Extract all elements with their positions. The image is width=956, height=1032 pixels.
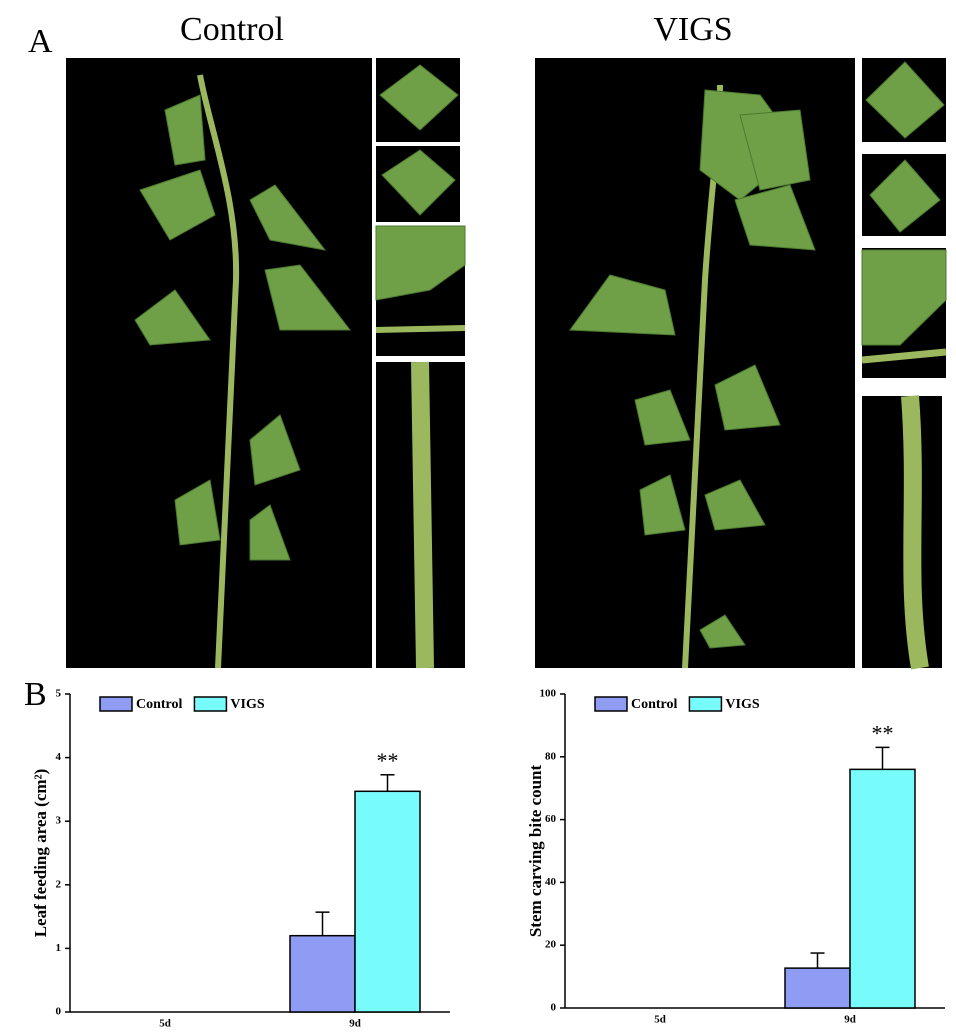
photo-title: VIGS [653,11,732,48]
x-tick-label: 5d [654,1014,666,1026]
legend-swatch [99,696,133,712]
bar [849,768,916,1009]
y-tick-label: 1 [56,942,62,954]
control-detail-photos [375,58,466,669]
y-axis-label: Leaf feeding area (cm²) [31,769,50,938]
y-tick-label: 0 [551,1002,557,1014]
y-tick-label: 4 [56,751,62,763]
panel-label: B [24,676,47,713]
control-plant-photo [66,58,372,669]
charts: 0 1 2 3 4 5 Leaf feeding area (cm²) 5d 9d ** Contr… [31,688,945,1030]
legend-swatch [688,696,723,712]
photo-title: Control [180,11,284,48]
bar [354,790,421,1013]
y-tick-label: 5 [56,688,62,700]
bar [784,967,851,1009]
bar [289,934,356,1013]
legend-label: Control [631,697,678,712]
legend-label: VIGS [725,697,759,712]
vigs-plant-photo [535,58,855,669]
y-tick-label: 40 [545,876,557,888]
panel-label: A [28,23,53,60]
y-tick-label: 20 [545,939,557,951]
y-tick-label: 3 [56,815,62,827]
significance-label: ** [872,720,894,745]
x-tick-label: 9d [844,1014,856,1026]
legend-swatch [193,696,228,712]
x-tick-label: 5d [159,1018,171,1030]
y-tick-label: 100 [540,688,557,700]
y-axis-label: Stem carving bite count [526,764,545,937]
x-tick-label: 9d [349,1018,361,1030]
y-tick-label: 0 [56,1006,62,1018]
legend-label: Control [136,697,183,712]
legend-label: VIGS [230,697,264,712]
significance-label: ** [377,748,399,773]
legend-swatch [594,696,628,712]
y-tick-label: 60 [545,813,557,825]
y-tick-label: 2 [56,878,62,890]
y-tick-label: 80 [545,750,557,762]
vigs-detail-photos [861,58,947,670]
